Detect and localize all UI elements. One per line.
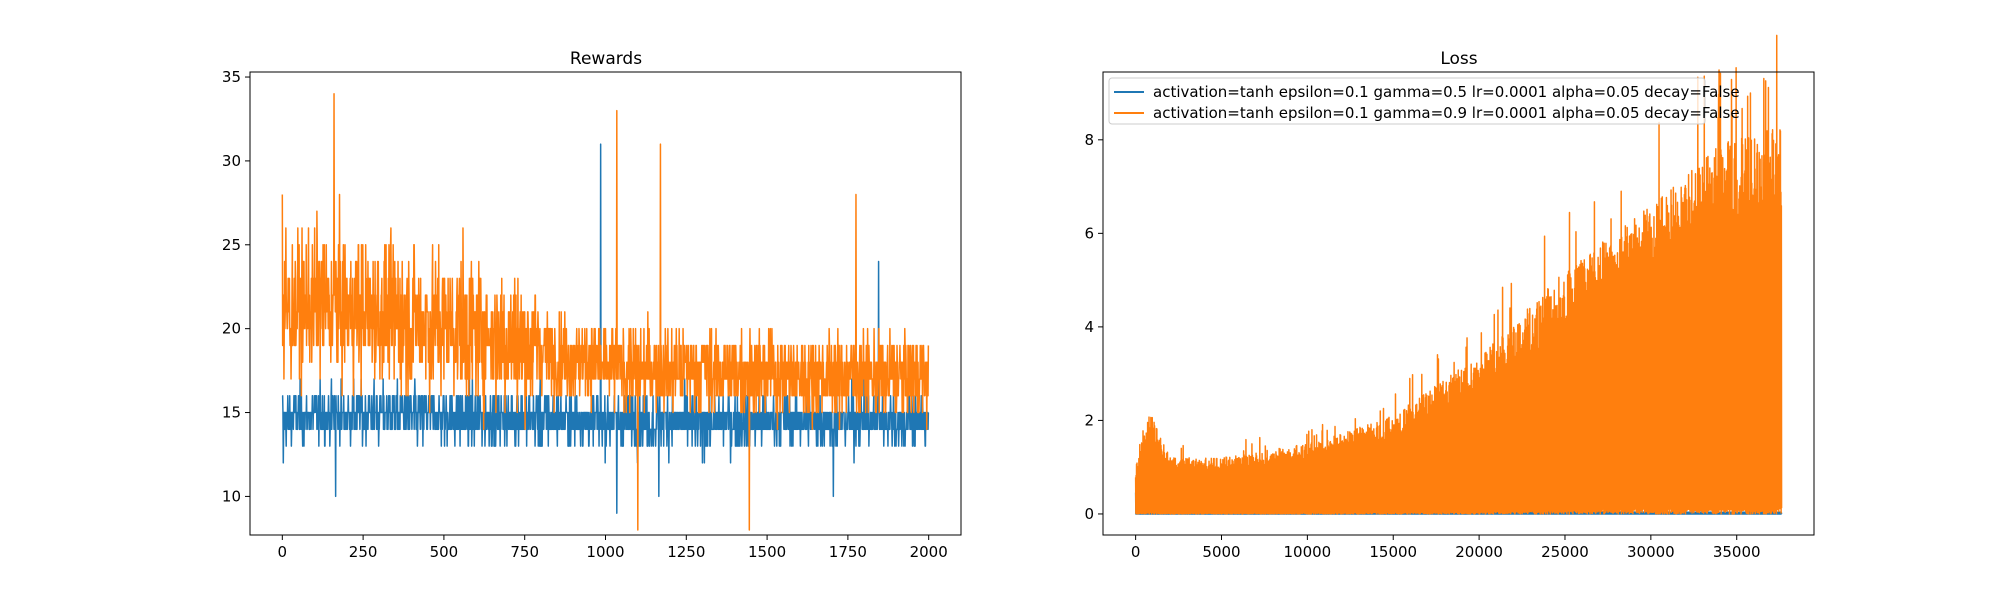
loss-x-tick-label: 5000 bbox=[1202, 543, 1240, 561]
legend-label-series-2: activation=tanh epsilon=0.1 gamma=0.9 lr… bbox=[1153, 104, 1740, 122]
loss-x-tick-label: 0 bbox=[1131, 543, 1141, 561]
loss-x-tick-label: 15000 bbox=[1369, 543, 1417, 561]
rewards-x-tick-label: 250 bbox=[349, 543, 378, 561]
loss-chart: Loss 0 5000 10000 15000 20000 25000 30000 35000… bbox=[1084, 34, 1815, 561]
rewards-y-tick-label: 25 bbox=[222, 236, 241, 254]
rewards-y-tick-label: 10 bbox=[222, 487, 241, 505]
loss-x-tick-label: 20000 bbox=[1455, 543, 1503, 561]
rewards-x-tick-label: 2000 bbox=[910, 543, 948, 561]
loss-x-tick-label: 35000 bbox=[1713, 543, 1761, 561]
loss-plot-area bbox=[1134, 34, 1783, 515]
rewards-x-ticks: 0 250 500 750 1000 1250 1500 1750 2000 bbox=[278, 535, 948, 561]
legend-box bbox=[1108, 77, 1706, 125]
loss-y-ticks: 0 2 4 6 8 bbox=[1084, 131, 1103, 523]
rewards-x-tick-label: 1000 bbox=[586, 543, 624, 561]
loss-y-tick-label: 4 bbox=[1084, 318, 1094, 336]
loss-x-ticks: 0 5000 10000 15000 20000 25000 30000 35000 bbox=[1131, 535, 1761, 561]
rewards-x-tick-label: 750 bbox=[510, 543, 539, 561]
rewards-chart: Rewards 0 250 500 750 1000 1250 1500 1750 2000 1… bbox=[222, 49, 962, 561]
loss-y-tick-label: 6 bbox=[1084, 224, 1094, 242]
loss-axes-frame bbox=[1102, 71, 1815, 536]
loss-series-2-line bbox=[1134, 34, 1783, 515]
rewards-plot-area bbox=[281, 93, 930, 531]
loss-y-tick-label: 0 bbox=[1084, 505, 1094, 523]
rewards-x-tick-label: 1250 bbox=[667, 543, 705, 561]
rewards-y-tick-label: 15 bbox=[222, 404, 241, 422]
loss-legend: activation=tanh epsilon=0.1 gamma=0.5 lr… bbox=[1108, 77, 1740, 125]
rewards-chart-title: Rewards bbox=[570, 49, 642, 69]
rewards-series-2-line bbox=[281, 93, 930, 531]
rewards-y-ticks: 10 15 20 25 30 35 bbox=[222, 68, 250, 505]
rewards-y-tick-label: 30 bbox=[222, 152, 241, 170]
rewards-x-tick-label: 1500 bbox=[748, 543, 786, 561]
rewards-x-tick-label: 0 bbox=[278, 543, 288, 561]
loss-x-tick-label: 30000 bbox=[1627, 543, 1675, 561]
loss-x-tick-label: 10000 bbox=[1284, 543, 1332, 561]
rewards-series-1-line bbox=[281, 143, 930, 514]
loss-y-tick-label: 8 bbox=[1084, 131, 1094, 149]
rewards-y-tick-label: 35 bbox=[222, 68, 241, 86]
rewards-x-tick-label: 1750 bbox=[829, 543, 867, 561]
loss-x-tick-label: 25000 bbox=[1541, 543, 1589, 561]
rewards-x-tick-label: 500 bbox=[430, 543, 459, 561]
rewards-y-tick-label: 20 bbox=[222, 320, 241, 338]
loss-chart-title: Loss bbox=[1440, 49, 1477, 69]
legend-label-series-1: activation=tanh epsilon=0.1 gamma=0.5 lr… bbox=[1153, 83, 1740, 101]
loss-y-tick-label: 2 bbox=[1084, 411, 1094, 429]
